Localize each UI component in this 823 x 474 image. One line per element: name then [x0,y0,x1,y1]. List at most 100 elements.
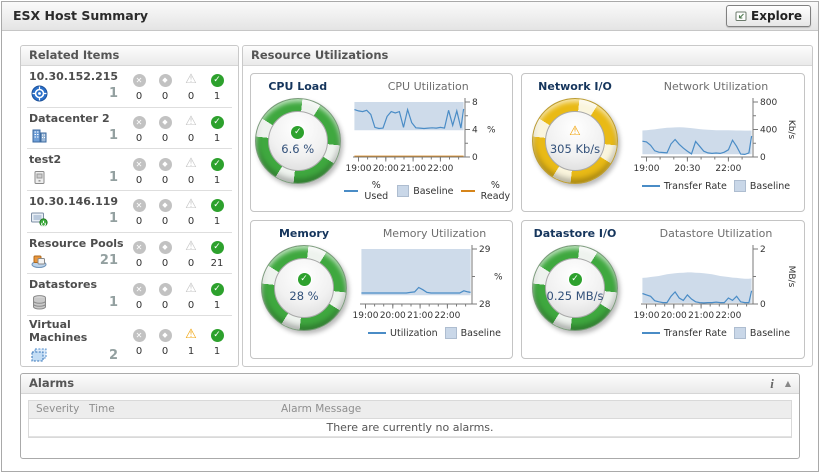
memory-gauge[interactable]: ✓ 28 % [261,245,347,331]
cpu-load-tile: CPU Load ✓ 6.6 % CPU Utilization 0 4 8% 19:… [250,73,513,212]
critical-count: 0 [161,346,169,358]
critical-status-icon: ◆ [158,157,172,171]
status-summary: ✕ 0 ◆ 0 ⚠ 0 ✓ 1 [126,195,230,227]
memory-utilization-chart[interactable]: 28 29% 19:00 20:00 21:00 22:00 [352,242,512,326]
warning-count: 0 [187,133,195,144]
memory-tile: Memory ✓ 28 % Memory Utilization 28 29% 19… [250,220,513,359]
critical-count: 0 [161,133,169,144]
resource-tiles: CPU Load ✓ 6.6 % CPU Utilization 0 4 8% 19:… [243,66,812,366]
related-item-label: Datastores [29,278,98,292]
svg-text:28: 28 [479,300,491,310]
title-bar: ESX Host Summary Explore [2,2,818,31]
datastore-io-value: 0.25 MB/s [546,289,604,303]
normal-count: 1 [213,346,221,358]
resource-utilizations-panel: Resource Utilizations CPU Load ✓ 6.6 % C… [242,45,813,367]
warning-status-icon: ⚠ [185,72,197,88]
svg-text:21:00: 21:00 [407,311,433,321]
svg-text:19:00: 19:00 [634,164,660,174]
no-alarms-message: There are currently no alarms. [29,419,791,437]
datastore-io-gauge[interactable]: ✓ 0.25 MB/s [532,245,618,331]
network-utilization-chart[interactable]: 0 400 800 Kb/s 19:00 20:30 22:00 [634,95,796,179]
alarms-panel: Alarms i ▲ Severity Time Alarm Message T… [20,373,800,459]
status-summary: ✕ 0 ◆ 0 ⚠ 0 ✓ 1 [126,154,230,186]
alarms-table: Severity Time Alarm Message There are cu… [28,400,792,438]
normal-status-icon: ✓ [210,199,224,213]
related-item-datastores[interactable]: Datastores 1 ✕ 0 ◆ 0 ⚠ 0 ✓ 1 [27,274,232,317]
normal-count: 1 [213,91,221,103]
normal-count: 1 [213,133,221,144]
normal-count: 1 [213,299,221,311]
datastore-icon [29,293,49,311]
warning-status-icon: ⚠ [185,114,197,129]
warning-status-icon: ⚠ [185,327,197,343]
svg-text:22:00: 22:00 [715,311,741,321]
related-item-label: 10.30.146.119 [29,194,119,208]
status-summary: ✕ 0 ◆ 0 ⚠ 0 ✓ 1 [126,279,230,311]
cpu-load-gauge[interactable]: ✓ 6.6 % [254,98,341,184]
svg-text:0: 0 [760,300,766,310]
svg-text:22:00: 22:00 [428,164,454,174]
warning-status-icon: ⚠ [185,280,197,296]
datastore-utilization-chart[interactable]: 0 2 MB/s 19:00 20:00 21:00 22:00 [634,242,796,326]
status-summary: ✕ 0 ◆ 0 ⚠ 1 ✓ 1 [126,325,230,357]
virtual-machine-icon [29,346,49,364]
cpu-utilization-chart[interactable]: 0 4 8% 19:00 20:00 21:00 22:00 [346,95,505,179]
svg-text:22:00: 22:00 [434,311,460,321]
network-io-gauge[interactable]: ⚠ 305 Kb/s [532,98,618,184]
datastore-utilization-chart-title: Datastore Utilization [659,227,773,240]
related-item-label: test2 [29,153,62,167]
svg-text:19:00: 19:00 [634,311,660,321]
time-column-header[interactable]: Time [89,403,115,415]
related-item-resource-pools[interactable]: Resource Pools 21 ✕ 0 ◆ 0 ⚠ 0 ✓ 21 [27,233,232,275]
svg-text:20:00: 20:00 [373,164,399,174]
related-item-count: 21 [99,253,118,269]
fatal-count: 0 [135,258,143,270]
warning-count: 1 [187,346,195,358]
alarms-title: Alarms [29,376,75,390]
network-utilization-chart-title: Network Utilization [663,80,769,93]
cpu-chart-legend: % Used Baseline% Ready [344,180,512,202]
resource-utilizations-header: Resource Utilizations [243,46,812,66]
collapse-icon[interactable]: ▲ [784,379,791,388]
related-item-label: 10.30.152.215 [29,69,119,83]
datastore-io-tile: Datastore I/O ✓ 0.25 MB/s Datastore Util… [521,220,805,359]
normal-status-icon: ✓ [297,273,311,286]
related-item-count: 2 [108,347,118,363]
related-item-datacenter[interactable]: Datacenter 2 1 ✕ 0 ◆ 0 ⚠ 0 ✓ 1 [27,108,232,150]
normal-status-icon: ✓ [210,116,224,129]
fatal-count: 0 [135,174,143,186]
alarm-message-column-header[interactable]: Alarm Message [281,403,362,415]
warning-count: 0 [187,91,195,103]
related-item-esx-host[interactable]: 10.30.146.119 1 ✕ 0 ◆ 0 ⚠ 0 ✓ 1 [27,191,232,233]
critical-status-icon: ◆ [158,329,172,343]
explore-button[interactable]: Explore [726,5,811,27]
related-item-vcenter[interactable]: 10.30.152.215 1 ✕ 0 ◆ 0 ⚠ 0 ✓ 1 [27,66,232,108]
related-item-cluster[interactable]: test2 1 ✕ 0 ◆ 0 ⚠ 0 ✓ 1 [27,149,232,192]
memory-value: 28 % [289,289,319,303]
status-summary: ✕ 0 ◆ 0 ⚠ 0 ✓ 21 [126,237,230,269]
status-summary: ✕ 0 ◆ 0 ⚠ 0 ✓ 1 [126,70,230,102]
severity-column-header[interactable]: Severity [36,403,80,415]
related-item-count: 1 [108,169,118,185]
esx-host-icon [29,210,49,228]
svg-text:21:00: 21:00 [688,311,714,321]
normal-status-icon: ✓ [568,273,582,286]
fatal-status-icon: ✕ [132,199,146,213]
memory-utilization-chart-title: Memory Utilization [382,227,487,240]
critical-status-icon: ◆ [158,116,172,129]
related-item-label: Resource Pools [29,236,124,250]
info-icon[interactable]: i [770,376,774,391]
status-summary: ✕ 0 ◆ 0 ⚠ 0 ✓ 1 [126,112,230,144]
svg-text:Kb/s: Kb/s [786,120,796,140]
critical-count: 0 [161,299,169,311]
warning-count: 0 [187,216,195,228]
related-item-virtual-machines[interactable]: Virtual Machines 2 ✕ 0 ◆ 0 ⚠ 1 ✓ 1 [27,316,232,366]
svg-text:%: % [494,273,503,283]
fatal-status-icon: ✕ [132,116,146,129]
warning-status-icon: ⚠ [185,155,197,171]
datastore-io-title: Datastore I/O [533,227,617,240]
warning-count: 0 [187,258,195,270]
svg-text:4: 4 [472,126,478,136]
critical-count: 0 [161,216,169,228]
fatal-count: 0 [135,346,143,358]
